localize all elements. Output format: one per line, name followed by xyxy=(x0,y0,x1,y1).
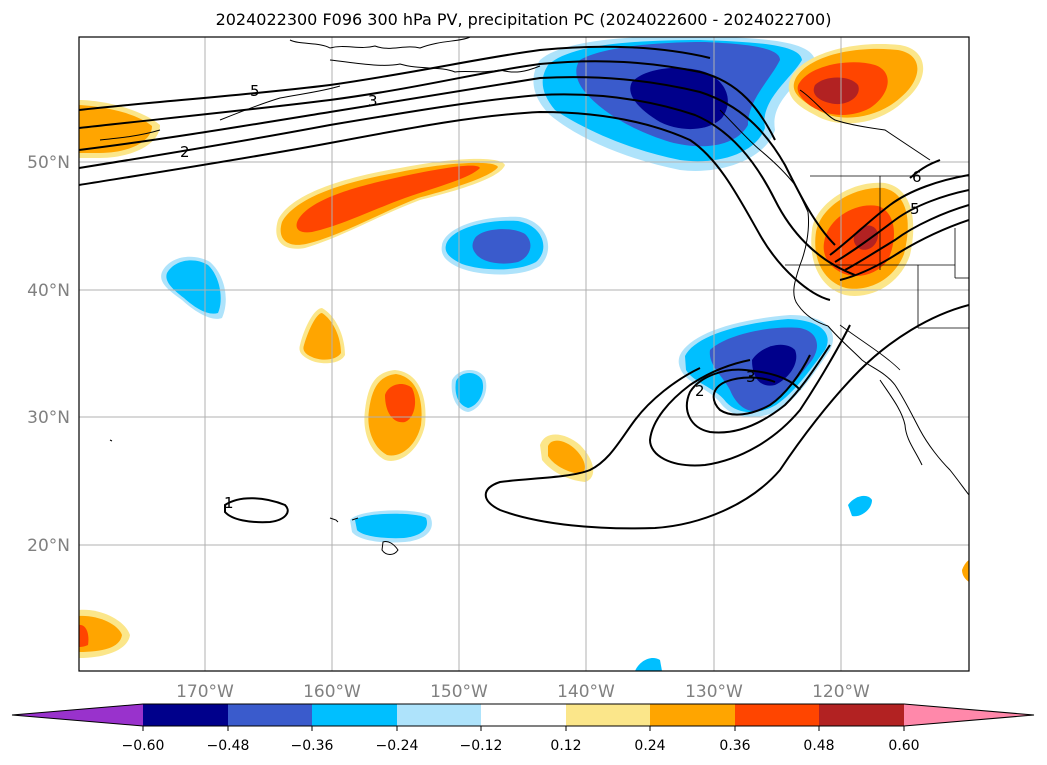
pv-contour-6-us xyxy=(829,174,969,256)
colorbar-bin xyxy=(312,704,397,726)
colorbar-tick-label: 0.24 xyxy=(634,738,665,754)
coastlines xyxy=(99,37,969,555)
colorbar-bin xyxy=(735,704,819,726)
borders xyxy=(785,175,969,371)
pv-contour-1-west xyxy=(224,497,289,524)
colorbar-bin xyxy=(397,704,481,726)
colorbar-bin xyxy=(143,704,228,726)
colorbar-bin xyxy=(566,704,650,726)
contour-label: 2 xyxy=(695,382,705,400)
colorbar-tick-label: −0.60 xyxy=(122,738,165,754)
map-panel: 5 3 2 6 5 2 3 1 xyxy=(79,37,969,671)
pv-contour-4-north xyxy=(79,60,776,141)
colorbar-tick-label: −0.48 xyxy=(207,738,250,754)
pv-contour-3-low xyxy=(712,354,811,416)
contour-label: 3 xyxy=(368,92,378,110)
colorbar-tick-label: 0.48 xyxy=(803,738,834,754)
lon-label: 170°W xyxy=(176,682,234,702)
contour-label: 3 xyxy=(746,368,756,386)
pv-contour-2-low xyxy=(685,344,831,434)
colorbar-extend-high xyxy=(904,704,1034,726)
lat-label: 20°N xyxy=(27,536,70,556)
colorbar-bin xyxy=(819,704,904,726)
precip-shading xyxy=(79,37,969,671)
pv-contour-3-north xyxy=(79,76,836,246)
colorbar-tick-label: 0.60 xyxy=(888,738,919,754)
colorbar-tick-label: 0.36 xyxy=(719,738,750,754)
colorbar-extend-low xyxy=(12,704,143,726)
contour-label: 6 xyxy=(912,168,922,186)
pv-contours xyxy=(79,45,969,530)
lat-label: 40°N xyxy=(27,281,70,301)
colorbar-tick-label: −0.12 xyxy=(460,738,503,754)
pv-contour-1-sub xyxy=(484,304,969,530)
map-title: 2024022300 F096 300 hPa PV, precipitatio… xyxy=(215,10,832,29)
colorbar-tick-label: −0.24 xyxy=(376,738,419,754)
lat-label: 30°N xyxy=(27,408,70,428)
neg-anomaly-small-east xyxy=(848,495,872,517)
colorbar-tick-label: 0.12 xyxy=(550,738,581,754)
pv-contour-5-us xyxy=(834,189,969,263)
map-frame xyxy=(78,36,970,672)
lat-label: 50°N xyxy=(27,153,70,173)
lon-label: 140°W xyxy=(557,682,615,702)
contour-label: 2 xyxy=(180,143,190,161)
lat-labels: 50°N 40°N 30°N 20°N xyxy=(27,153,70,556)
lon-labels: 170°W 160°W 150°W 140°W 130°W 120°W xyxy=(176,682,870,702)
colorbar: −0.60 −0.48 −0.36 −0.24 −0.12 0.12 0.24 … xyxy=(11,703,1035,754)
colorbar-bin xyxy=(650,704,735,726)
lon-label: 130°W xyxy=(685,682,743,702)
contour-label: 5 xyxy=(250,82,260,100)
contour-label: 5 xyxy=(910,200,920,218)
lon-label: 120°W xyxy=(812,682,870,702)
colorbar-bin xyxy=(481,704,566,726)
colorbar-tick-label: −0.36 xyxy=(291,738,334,754)
pv-contour-2-north xyxy=(79,93,856,276)
lon-label: 160°W xyxy=(303,682,361,702)
contour-labels: 5 3 2 6 5 2 3 1 xyxy=(180,82,922,512)
lon-label: 150°W xyxy=(430,682,488,702)
colorbar-bin xyxy=(228,704,312,726)
pv-contour-5-north xyxy=(79,45,711,111)
contour-label: 1 xyxy=(224,494,234,512)
